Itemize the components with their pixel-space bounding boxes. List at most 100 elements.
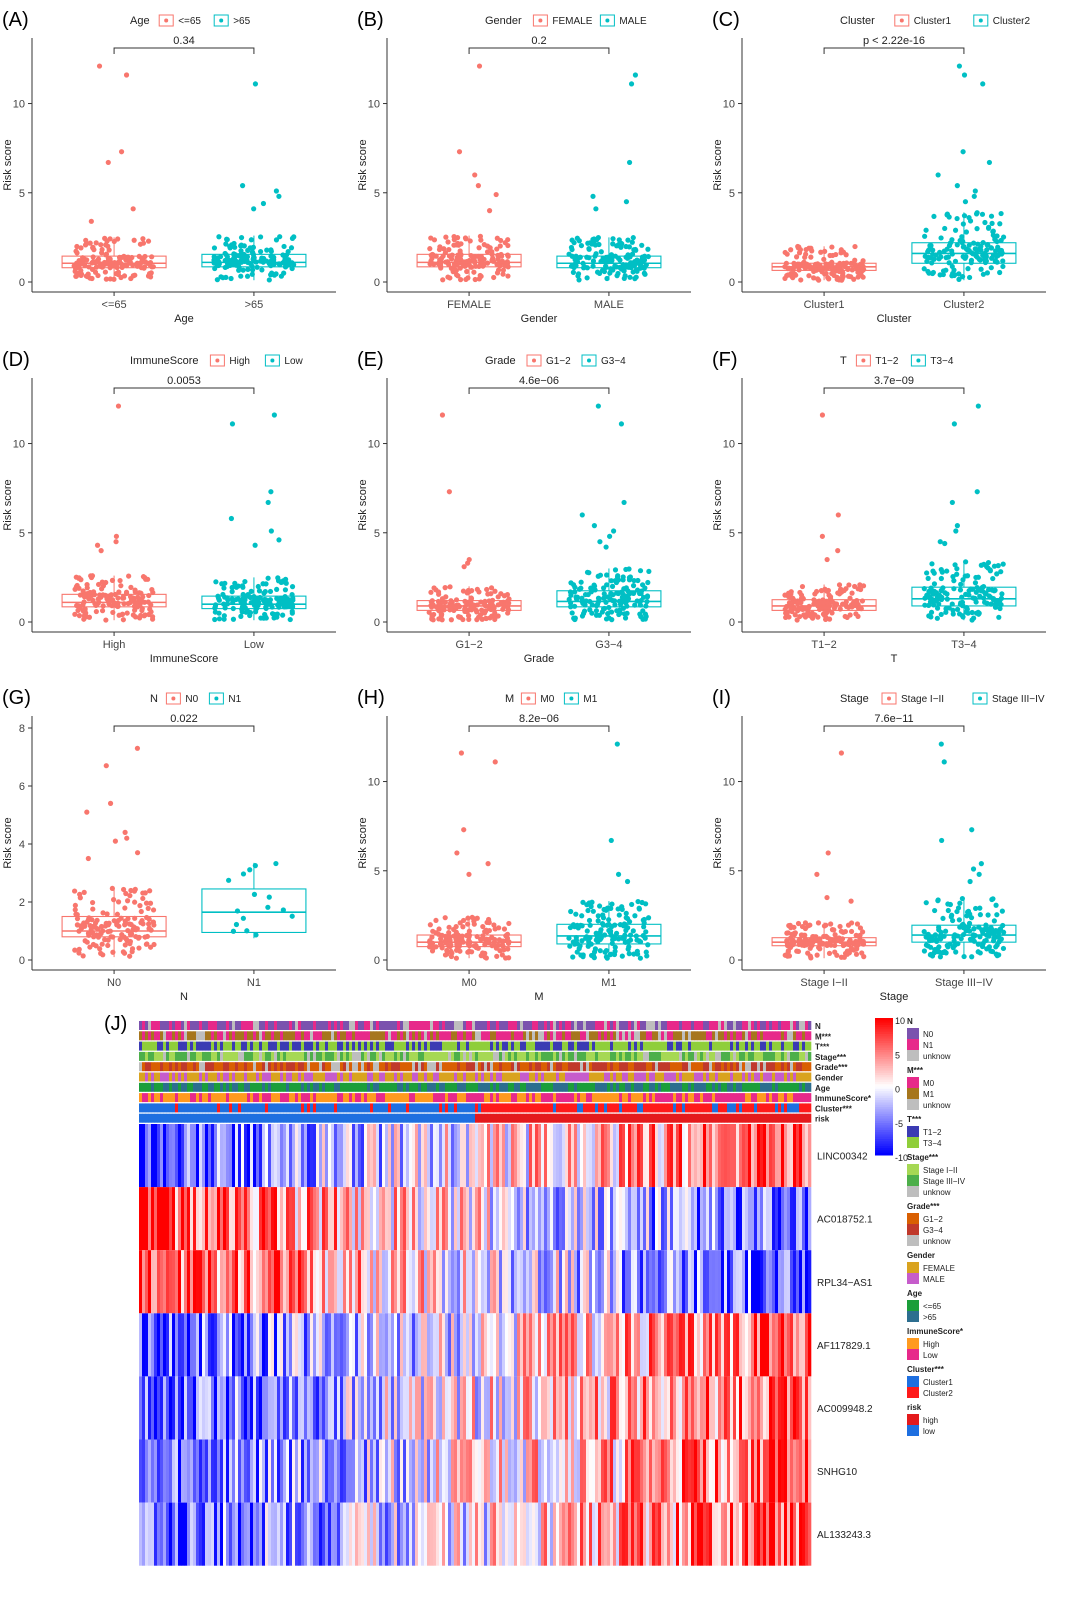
annotation-cell — [661, 1093, 665, 1103]
annotation-cell — [766, 1062, 770, 1072]
annotation-cell — [697, 1082, 701, 1092]
annotation-cell — [256, 1062, 260, 1072]
data-point — [982, 599, 988, 605]
annotation-cell — [523, 1062, 527, 1072]
data-point — [625, 237, 631, 243]
data-point — [997, 269, 1003, 276]
annotation-cell — [451, 1082, 455, 1092]
annotation-cell — [499, 1041, 503, 1051]
annotation-cell — [655, 1041, 659, 1051]
annotation-cell — [745, 1051, 749, 1061]
annotation-cell — [520, 1082, 524, 1092]
annotation-cell — [163, 1062, 167, 1072]
data-point — [131, 237, 137, 243]
annotation-cell — [673, 1082, 677, 1092]
annotation-cell — [241, 1072, 245, 1082]
annotation-cell — [634, 1093, 638, 1103]
data-point — [286, 262, 292, 268]
annotation-cell — [343, 1103, 347, 1113]
annotation-cell — [436, 1072, 440, 1082]
data-point — [936, 592, 942, 598]
annotation-cell — [454, 1082, 458, 1092]
annotation-cell — [226, 1072, 230, 1082]
annotation-cell — [259, 1072, 263, 1082]
annotation-cell — [382, 1072, 386, 1082]
annotation-cell — [340, 1041, 344, 1051]
annotation-cell — [181, 1082, 185, 1092]
data-point — [632, 246, 639, 253]
data-point — [795, 600, 801, 606]
annotation-cell — [718, 1093, 722, 1103]
data-point — [588, 585, 594, 591]
data-point — [637, 568, 644, 574]
annotation-cell — [328, 1082, 332, 1092]
annotation-cell — [703, 1051, 707, 1061]
annotation-cell — [355, 1062, 359, 1072]
outlier-point — [976, 871, 982, 877]
annotation-label: Age — [815, 1084, 831, 1093]
annotation-cell — [415, 1041, 419, 1051]
annotation-cell — [433, 1051, 437, 1061]
annotation-cell — [196, 1082, 200, 1092]
annotation-cell — [328, 1072, 332, 1082]
annotation-cell — [433, 1093, 437, 1103]
annotation-cell — [535, 1082, 539, 1092]
data-point — [795, 261, 801, 267]
annotation-cell — [208, 1072, 212, 1082]
annotation-cell — [403, 1021, 407, 1030]
data-point — [88, 573, 94, 579]
data-point — [997, 221, 1003, 227]
annotation-cell — [778, 1082, 782, 1092]
data-point — [860, 258, 866, 264]
box — [61, 255, 167, 269]
annotation-cell — [568, 1082, 572, 1092]
data-point — [460, 917, 467, 924]
annotation-cell — [733, 1093, 737, 1103]
annotation-cell — [196, 1072, 200, 1082]
annotation-cell — [706, 1062, 710, 1072]
annotation-cell — [319, 1041, 323, 1051]
annotation-cell — [412, 1103, 416, 1113]
annotation-cell — [190, 1031, 194, 1041]
annotation-cell — [382, 1041, 386, 1051]
legend-title: Grade — [485, 355, 516, 367]
annotation-cell — [499, 1072, 503, 1082]
annotation-cell — [472, 1031, 476, 1041]
data-point — [619, 589, 625, 595]
data-point — [949, 248, 955, 254]
annotation-cell — [772, 1031, 776, 1041]
data-point — [991, 918, 997, 924]
data-point — [81, 889, 87, 895]
x-tick-label: Low — [244, 639, 264, 651]
points-group-1 — [72, 745, 157, 959]
annotation-cell — [277, 1082, 281, 1092]
annotation-cell — [514, 1093, 518, 1103]
annotation-cell — [415, 1051, 419, 1061]
annotation-cell — [298, 1062, 302, 1072]
annotation-cell — [424, 1072, 428, 1082]
annotation-cell — [697, 1021, 701, 1030]
data-point — [977, 912, 983, 918]
annotation-cell — [721, 1072, 725, 1082]
data-point — [619, 953, 625, 959]
data-point — [587, 922, 593, 928]
annotation-cell — [334, 1041, 338, 1051]
annotation-cell — [790, 1041, 794, 1051]
annotation-cell — [670, 1021, 674, 1030]
outlier-point — [88, 218, 94, 224]
annotation-cell — [748, 1082, 752, 1092]
annotation-cell — [430, 1103, 434, 1113]
annotation-cell — [199, 1051, 203, 1061]
boxplot-1 — [61, 237, 167, 281]
y-tick-label: 10 — [368, 777, 380, 789]
data-point — [140, 895, 146, 902]
annotation-cell — [682, 1051, 686, 1061]
points-group-1 — [72, 403, 156, 623]
annotation-cell — [244, 1041, 248, 1051]
data-point — [84, 582, 90, 588]
annotation-cell — [586, 1021, 590, 1030]
annotation-cell — [247, 1021, 251, 1030]
annotation-cell — [643, 1021, 647, 1030]
annotation-cell — [682, 1072, 686, 1082]
data-point — [132, 899, 138, 905]
